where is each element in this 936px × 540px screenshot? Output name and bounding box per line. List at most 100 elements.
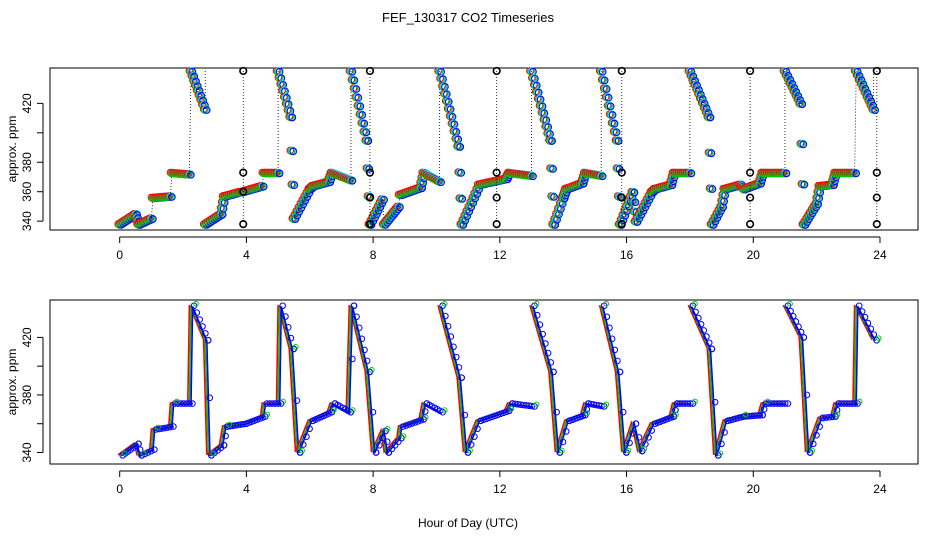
top-data-point [606,111,615,119]
top-reference-point [617,66,626,76]
top-data-point [695,86,703,94]
top-data-point [259,182,268,191]
top-data-point [849,168,857,177]
top-data-point [149,215,157,223]
top-x-tick-label: 12 [493,248,507,262]
top-data-point [418,178,427,187]
bottom-data-point [816,423,823,430]
top-data-point [798,139,807,148]
top-data-point [610,119,619,128]
top-data-point [798,100,807,108]
top-data-point [550,193,558,201]
bottom-data-point [703,333,710,340]
top-data-point [378,199,387,208]
top-data-point [597,75,606,84]
top-data-point [436,177,444,186]
top-data-point [669,177,678,186]
top-data-point [358,119,367,128]
top-data-point [526,171,534,180]
bottom-data-point [711,398,719,406]
bottom-secondary-point [264,411,271,418]
top-data-point [351,84,360,93]
top-data-point [600,76,609,85]
top-data-point [547,136,555,145]
top-data-point [605,110,614,119]
bottom-data-point [467,441,475,448]
top-data-point [703,112,712,121]
bottom-data-point [363,357,371,365]
bottom-data-point [491,412,499,420]
top-data-point [376,203,385,211]
top-data-point [288,181,297,189]
top-data-point [451,134,460,143]
top-data-point [299,200,308,209]
top-data-point [545,136,553,145]
bottom-data-point [358,335,366,343]
bottom-secondary-point [140,450,147,457]
top-data-point [355,101,364,110]
bottom-data-point [361,346,368,354]
top-data-point [853,67,862,76]
top-data-point [352,85,361,93]
bottom-data-point [559,438,567,446]
bottom-data-point [186,400,193,407]
bottom-secondary-point [467,447,473,454]
top-data-point [628,197,637,206]
top-data-point [458,195,467,203]
bottom-data-point [583,406,591,413]
top-data-point [362,137,371,145]
top-data-point [855,72,864,80]
top-data-point [707,184,716,193]
top-data-point [365,165,374,173]
bottom-data-point [795,323,802,331]
top-data-point [700,99,709,108]
top-data-point [639,207,648,215]
top-data-point [440,89,448,98]
bottom-secondary-point [121,450,128,457]
top-data-point [297,204,306,212]
bottom-data-point [477,417,484,425]
top-data-point [607,110,616,119]
top-data-point [436,74,444,83]
top-data-point [609,127,618,136]
top-data-point [698,95,707,103]
bottom-data-point [455,364,463,371]
bottom-data-point [369,408,377,416]
top-data-point [609,119,618,127]
bottom-data-point [648,427,656,434]
top-reference-point [872,220,881,229]
top-data-point [288,146,297,155]
top-data-point [781,168,790,177]
top-data-point [289,147,298,156]
top-data-point [457,169,466,177]
bottom-data-point [136,446,144,453]
bottom-secondary-point [692,398,698,405]
bottom-secondary-point [533,300,540,307]
bottom-data-point [494,411,502,419]
top-reference-point [492,220,501,229]
bottom-data-point [833,406,841,414]
top-data-point [213,211,222,219]
top-data-point [146,214,154,223]
top-data-point [598,76,607,85]
top-reference-point [239,220,248,229]
top-data-point [453,134,462,143]
bottom-secondary-point [787,300,793,307]
bottom-data-point [864,319,872,327]
bottom-data-point [167,423,174,431]
bottom-data-point [350,302,358,310]
top-data-point [348,76,357,85]
bottom-data-point [867,325,875,333]
top-data-point [719,196,727,205]
top-data-point [394,203,402,212]
top-data-point [799,180,808,188]
bottom-data-point [611,346,619,354]
top-data-point [861,84,870,93]
top-data-point [347,67,356,75]
top-data-point [467,203,476,212]
top-data-point [361,136,370,145]
top-jump-dotted-line [854,70,857,173]
top-data-point [346,67,355,76]
top-data-point [190,72,199,81]
